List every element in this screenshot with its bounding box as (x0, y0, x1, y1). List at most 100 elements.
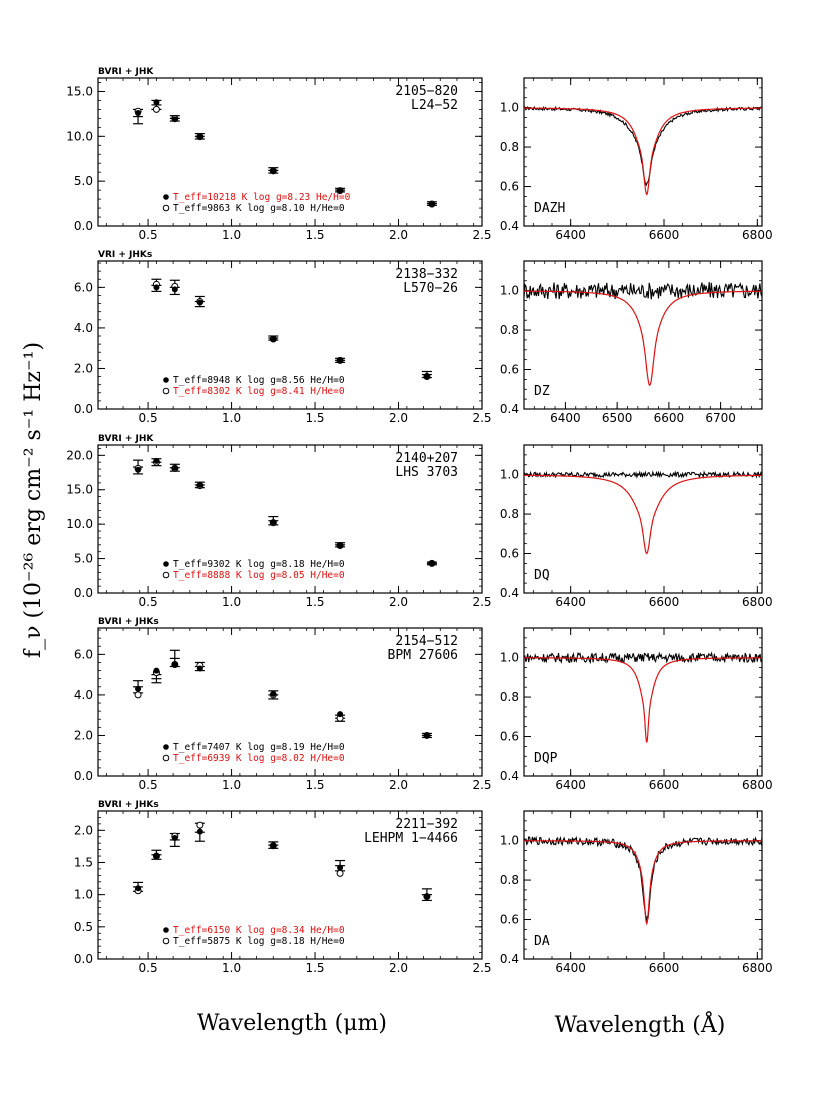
y-tick-label: 6.0 (74, 647, 93, 661)
model-filled-point (196, 828, 203, 835)
model-filled-point (423, 893, 430, 900)
x-tick-label: 2.0 (389, 778, 408, 792)
x-tick-label: 6400 (555, 961, 586, 975)
x-tick-label: 2.5 (472, 778, 491, 792)
x-tick-label: 0.5 (139, 961, 158, 975)
y-tick-label: 0.6 (500, 913, 519, 927)
band-label: BVRI + JHKs (98, 800, 159, 810)
x-tick-label: 2.5 (472, 595, 491, 609)
star-id: 2140+207 (395, 451, 458, 466)
model-filled-point (196, 481, 203, 488)
y-tick-label: 6.0 (74, 280, 93, 294)
legend-filled-symbol (163, 744, 169, 750)
x-tick-label: 1.5 (305, 778, 324, 792)
y-tick-label: 5.0 (74, 552, 93, 566)
model-filled-point (135, 109, 142, 116)
model-filled-point (270, 842, 277, 849)
star-name: LHS 3703 (395, 465, 458, 480)
star-id: 2154−512 (395, 634, 458, 649)
y-tick-label: 0.8 (500, 873, 519, 887)
y-tick-label: 1.0 (500, 468, 519, 482)
x-tick-label: 2.5 (472, 961, 491, 975)
spectrum-plot-frame (523, 77, 763, 227)
x-tick-label: 0.5 (139, 778, 158, 792)
legend-entry: T_eff=6150 K log g=8.34 He/H=0 (173, 925, 345, 936)
model-filled-point (270, 168, 277, 175)
y-tick-label: 0.4 (500, 769, 519, 783)
x-tick-label: 1.0 (222, 228, 241, 242)
legend-open-symbol (162, 571, 170, 579)
y-tick-label: 0.8 (500, 323, 519, 337)
model-filled-point (337, 542, 344, 549)
legend-entry: T_eff=10218 K log g=8.23 He/H=0 (173, 192, 351, 203)
model-spectrum-line (524, 474, 763, 555)
panel-5: 0.5 1.0 1.5 2.0 2.5 0.0 0.5 1.0 1.5 2.0 BVRI + JHK… (74, 800, 773, 975)
model-filled-point (171, 116, 178, 123)
model-filled-point (153, 457, 160, 464)
legend-filled-symbol (163, 194, 169, 200)
x-tick-label: 0.5 (139, 228, 158, 242)
x-tick-label: 1.5 (305, 411, 324, 425)
observed-spectrum-line (523, 105, 763, 187)
x-tick-label: 6600 (654, 411, 685, 425)
y-tick-label: 0.6 (500, 547, 519, 561)
y-tick-label: 1.0 (500, 101, 519, 115)
y-tick-label: 10.0 (66, 517, 93, 531)
star-id: 2211−392 (395, 817, 458, 832)
legend-entry: T_eff=8888 K log g=8.05 H/He=0 (173, 570, 345, 581)
model-filled-point (428, 201, 435, 208)
y-tick-label: 15.0 (66, 84, 93, 98)
x-tick-label: 6800 (742, 778, 773, 792)
model-open-point (134, 691, 142, 699)
legend-filled-symbol (163, 561, 169, 567)
model-filled-point (423, 732, 430, 739)
y-tick-label: 1.0 (74, 888, 93, 902)
x-tick-label: 6600 (649, 595, 680, 609)
panel-1: 0.5 1.0 1.5 2.0 2.5 0.0 5.0 10.0 15.0 BVRI + JHK 2… (66, 67, 772, 242)
y-tick-label: 0.8 (500, 140, 519, 154)
spectrum-plot-frame (523, 810, 763, 960)
y-tick-label: 0.8 (500, 690, 519, 704)
model-filled-point (337, 357, 344, 364)
y-tick-label: 5.0 (74, 174, 93, 188)
x-tick-label: 6500 (602, 411, 633, 425)
model-spectrum-line (524, 657, 762, 743)
star-name: L570−26 (403, 281, 458, 296)
y-tick-label: 0.0 (74, 952, 93, 966)
model-filled-point (270, 519, 277, 526)
y-tick-label: 4.0 (74, 688, 93, 702)
x-tick-label: 0.5 (139, 411, 158, 425)
legend-filled-symbol (163, 927, 169, 933)
x-tick-label: 6600 (649, 778, 680, 792)
y-tick-label: 1.0 (500, 834, 519, 848)
model-spectrum-line (524, 107, 762, 196)
spectrum-plot-frame (523, 627, 763, 777)
y-tick-label: 0.6 (500, 180, 519, 194)
model-filled-point (153, 99, 160, 106)
y-tick-label: 0.0 (74, 586, 93, 600)
x-tick-label: 1.5 (305, 961, 324, 975)
legend-open-symbol (162, 387, 170, 395)
x-axis-label-right: Wavelength (Å) (555, 1010, 726, 1038)
x-tick-label: 6700 (705, 411, 736, 425)
x-tick-label: 1.0 (222, 778, 241, 792)
x-tick-label: 2.0 (389, 961, 408, 975)
star-id: 2105−820 (395, 84, 458, 99)
star-name: LEHPM 1−4466 (364, 831, 458, 846)
y-tick-label: 0.0 (74, 402, 93, 416)
y-tick-label: 10.0 (66, 129, 93, 143)
legend-open-symbol (162, 754, 170, 762)
model-filled-point (135, 466, 142, 473)
x-tick-label: 6400 (555, 778, 586, 792)
x-tick-label: 2.0 (389, 411, 408, 425)
panel-2: 0.5 1.0 1.5 2.0 2.5 0.0 2.0 4.0 6.0 VRI + JHKs 213… (74, 250, 763, 425)
band-label: VRI + JHKs (98, 250, 152, 260)
model-filled-point (196, 299, 203, 306)
x-tick-label: 1.0 (222, 961, 241, 975)
legend-entry: T_eff=8948 K log g=8.56 He/H=0 (173, 375, 345, 386)
x-tick-label: 2.0 (389, 228, 408, 242)
model-filled-point (153, 853, 160, 860)
x-tick-label: 6800 (742, 961, 773, 975)
legend-filled-symbol (163, 377, 169, 383)
